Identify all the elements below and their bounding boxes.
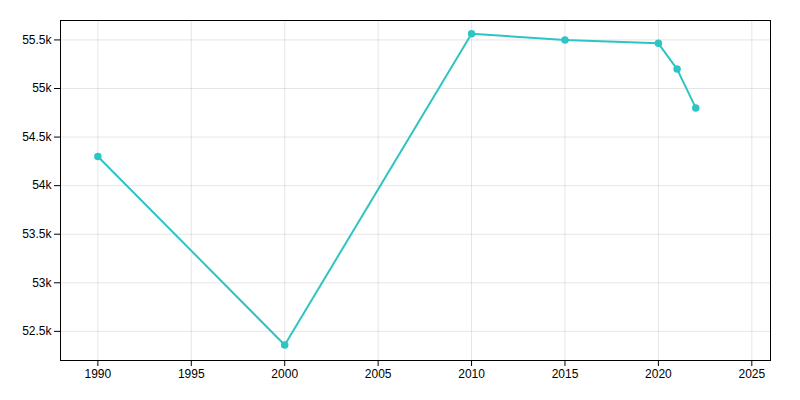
svg-text:53k: 53k: [32, 276, 52, 290]
svg-text:55k: 55k: [32, 81, 52, 95]
svg-text:53.5k: 53.5k: [22, 227, 52, 241]
svg-text:55.5k: 55.5k: [22, 33, 52, 47]
svg-text:2010: 2010: [458, 367, 485, 381]
svg-text:2000: 2000: [271, 367, 298, 381]
svg-text:2015: 2015: [552, 367, 579, 381]
svg-text:52.5k: 52.5k: [22, 324, 52, 338]
svg-text:54k: 54k: [32, 178, 52, 192]
svg-text:2025: 2025: [738, 367, 765, 381]
svg-text:2020: 2020: [645, 367, 672, 381]
svg-text:54.5k: 54.5k: [22, 130, 52, 144]
svg-text:2005: 2005: [365, 367, 392, 381]
svg-text:1990: 1990: [85, 367, 112, 381]
svg-text:1995: 1995: [178, 367, 205, 381]
